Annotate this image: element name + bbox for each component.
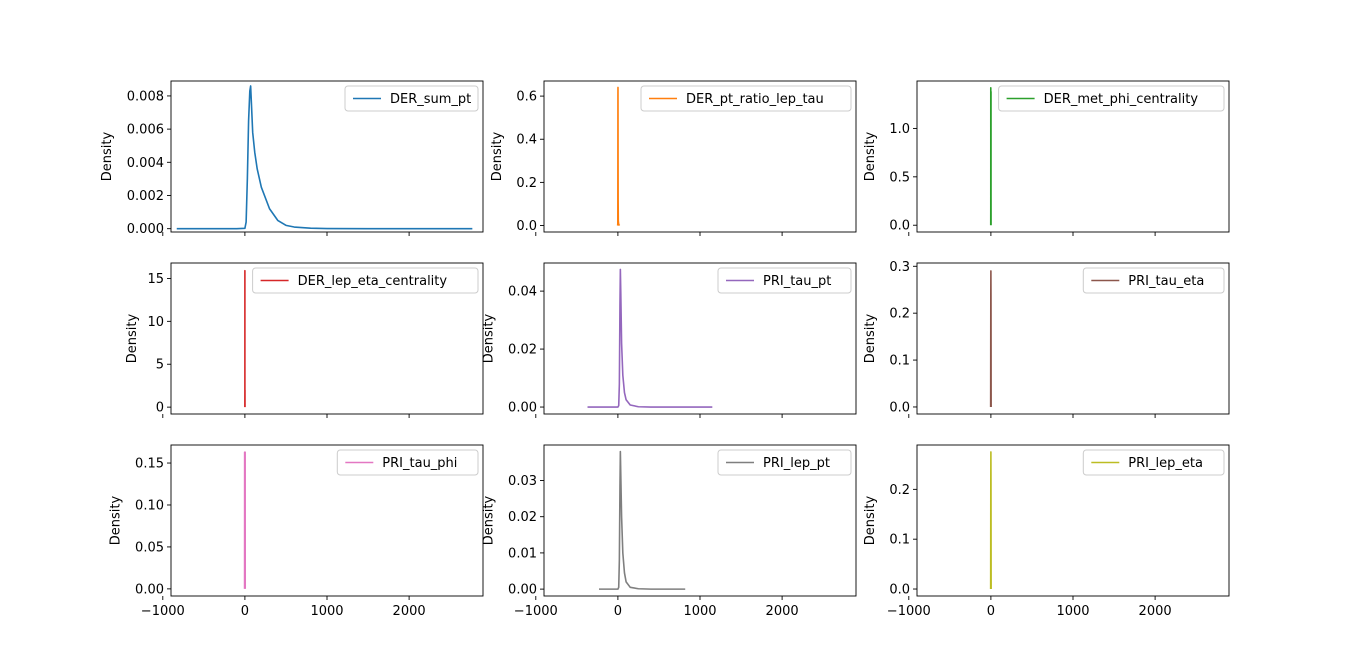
y-tick-label: 0.0 [889,583,910,598]
legend-box [252,267,479,294]
panel-9: 0.0 0.1 0.2 Density −1000 0 1000 2000 PRI_lep_et… [863,444,1230,619]
legend-box [717,267,852,294]
legend-box [717,449,852,476]
y-tick-label: 0.02 [508,510,537,525]
x-tick-label: 2000 [393,604,426,619]
panel-6: 0.0 0.1 0.2 0.3 Density PRI_tau_eta [863,260,1230,418]
y-axis-label: Density [490,131,505,181]
legend-label: DER_met_phi_centrality [1044,92,1199,107]
y-tick-label: 1.0 [889,122,910,137]
y-tick-label: 0.004 [127,156,164,171]
panel-2: 0.0 0.2 0.4 0.6 Density DER_pt_ratio_lep_tau [490,80,857,236]
series-line-PRI_tau_phi [243,451,247,589]
panel-5: 0.00 0.02 0.04 Density PRI_tau_pt [481,262,857,418]
legend-label: PRI_tau_phi [382,456,457,471]
legend-label: PRI_tau_eta [1128,274,1204,289]
y-tick-label: 0.3 [889,260,910,275]
y-tick-label: 0.00 [135,582,164,597]
legend-label: PRI_tau_pt [763,274,831,289]
x-tick-label: 1000 [1056,604,1089,619]
y-axis-label: Density [863,131,878,181]
legend-box [336,449,479,476]
x-tick-label: 1000 [683,604,716,619]
panel-1: 0.000 0.002 0.004 0.006 0.008 Density DER_sum_… [100,80,484,237]
y-axis-label: Density [108,495,123,545]
panel-8: 0.00 0.01 0.02 0.03 Density −1000 0 1000 2000 PRI… [481,444,857,619]
x-tick-label: −1000 [141,604,185,619]
x-tick-label: 2000 [766,604,799,619]
y-tick-label: 0.008 [127,89,164,104]
y-tick-label: 10 [147,315,164,330]
legend-label: DER_sum_pt [390,92,471,107]
legend-box [640,85,852,112]
y-tick-label: 0.01 [508,546,537,561]
legend-label: PRI_lep_pt [763,456,830,471]
x-tick-label: 0 [241,604,249,619]
y-axis-label: Density [863,495,878,545]
legend-box [1082,267,1225,294]
y-tick-label: 0.05 [135,540,164,555]
y-tick-label: 0.0 [889,219,910,234]
y-tick-label: 0.0 [516,219,537,234]
y-tick-label: 0.00 [508,583,537,598]
panel-7: 0.00 0.05 0.10 0.15 Density −1000 0 1000 2000 PRI… [108,444,484,619]
y-tick-label: 0.03 [508,474,537,489]
y-tick-label: 0.002 [127,189,164,204]
y-tick-label: 0.2 [889,483,910,498]
series-line-PRI_tau_pt [587,268,713,408]
series-line-PRI_lep_pt [599,450,686,590]
panel-4: 0 5 10 15 Density DER_lep_eta_centrality [125,262,484,418]
y-tick-label: 0.0 [889,400,910,415]
y-tick-label: 0.02 [508,343,537,358]
panel-3: 0.0 0.5 1.0 Density DER_met_phi_centrality [863,80,1230,236]
y-tick-label: 0.10 [135,498,164,513]
y-tick-label: 0.000 [127,222,164,237]
y-tick-label: 15 [147,272,164,287]
x-tick-label: −1000 [887,604,931,619]
y-tick-label: 5 [156,358,164,373]
y-tick-label: 0.2 [889,307,910,322]
legend-box [998,85,1225,112]
x-tick-label: 1000 [310,604,343,619]
y-tick-label: 0.5 [889,170,910,185]
legend-box [344,85,479,112]
y-tick-label: 0.1 [889,533,910,548]
x-tick-label: −1000 [514,604,558,619]
legend-label: DER_lep_eta_centrality [298,274,448,289]
legend-label: DER_pt_ratio_lep_tau [686,92,824,107]
y-axis-label: Density [481,495,496,545]
series-line-DER_sum_pt [176,85,473,230]
y-axis-label: Density [125,313,140,363]
y-tick-label: 0.00 [508,401,537,416]
x-tick-label: 0 [987,604,995,619]
y-axis-label: Density [863,313,878,363]
y-tick-label: 0.006 [127,123,164,138]
y-tick-label: 0.15 [135,457,164,472]
y-tick-label: 0 [156,401,164,416]
legend-label: PRI_lep_eta [1128,456,1203,471]
y-tick-label: 0.1 [889,354,910,369]
y-tick-label: 0.2 [516,176,537,191]
legend-box [1082,449,1225,476]
y-tick-label: 0.6 [516,90,537,105]
y-tick-label: 0.4 [516,133,537,148]
y-axis-label: Density [100,131,115,181]
series-line-DER_pt_ratio_lep_tau [616,86,621,227]
y-tick-label: 0.04 [508,285,537,300]
y-axis-label: Density [481,313,496,363]
x-tick-label: 2000 [1139,604,1172,619]
x-tick-label: 0 [614,604,622,619]
